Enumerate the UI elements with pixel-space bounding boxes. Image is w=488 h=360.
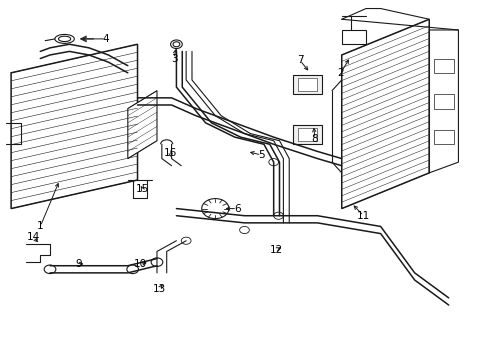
- Text: 8: 8: [311, 134, 318, 144]
- Polygon shape: [11, 44, 137, 208]
- Text: 5: 5: [258, 150, 264, 160]
- Circle shape: [181, 237, 191, 244]
- Text: 2: 2: [337, 68, 344, 78]
- Bar: [292, 125, 322, 144]
- Circle shape: [273, 212, 283, 219]
- Polygon shape: [341, 19, 428, 208]
- Bar: [433, 59, 453, 73]
- Circle shape: [151, 258, 163, 266]
- Text: 10: 10: [133, 259, 146, 269]
- Text: 4: 4: [102, 34, 109, 44]
- Circle shape: [173, 42, 180, 47]
- Circle shape: [206, 202, 224, 215]
- Text: 3: 3: [170, 54, 177, 64]
- Text: 12: 12: [269, 245, 282, 255]
- Text: 16: 16: [163, 148, 177, 158]
- Polygon shape: [127, 91, 157, 158]
- Circle shape: [170, 40, 182, 49]
- Bar: [292, 75, 322, 94]
- Circle shape: [268, 158, 278, 166]
- Text: 7: 7: [296, 55, 303, 65]
- Circle shape: [126, 265, 138, 274]
- Bar: [297, 78, 317, 91]
- Text: 11: 11: [356, 211, 369, 221]
- Text: 15: 15: [136, 184, 149, 194]
- Circle shape: [44, 265, 56, 274]
- Bar: [433, 94, 453, 109]
- Bar: [341, 30, 366, 44]
- Circle shape: [239, 226, 249, 234]
- Text: 1: 1: [37, 221, 43, 231]
- Text: 6: 6: [233, 203, 240, 213]
- Bar: [297, 128, 317, 141]
- Text: 13: 13: [152, 284, 166, 294]
- Text: 9: 9: [75, 259, 81, 269]
- Text: 14: 14: [26, 232, 40, 242]
- Bar: [433, 130, 453, 144]
- Circle shape: [201, 199, 228, 219]
